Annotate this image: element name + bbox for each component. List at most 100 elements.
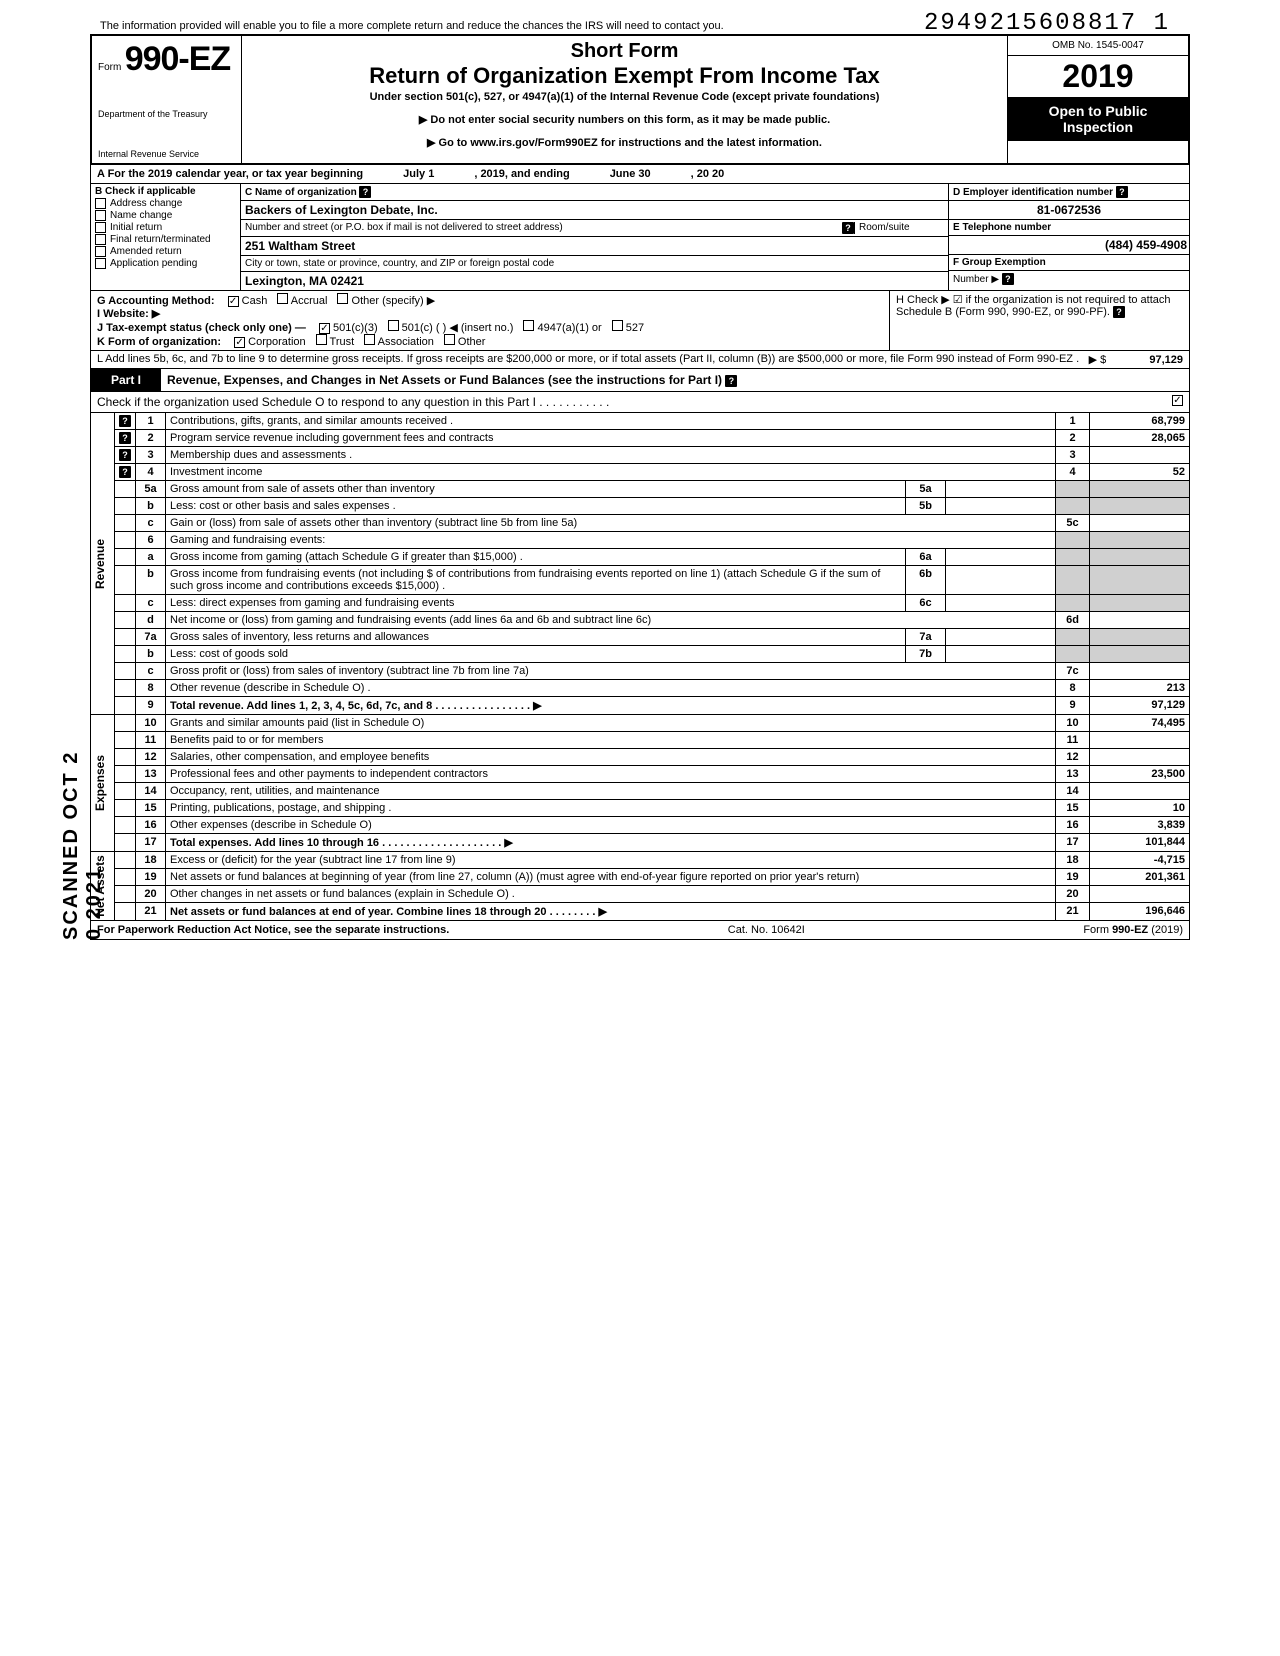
tax-year-begin: July 1 [403, 168, 434, 180]
line-a: A For the 2019 calendar year, or tax yea… [90, 165, 1190, 184]
line-k-label: K Form of organization: [97, 336, 221, 348]
line-d: dNet income or (loss) from gaming and fu… [91, 612, 1190, 629]
ein-value: 81-0672536 [949, 201, 1189, 220]
paperwork-notice: For Paperwork Reduction Act Notice, see … [97, 924, 449, 936]
part-1-tab: Part I [91, 369, 161, 391]
value-line-8: 213 [1090, 680, 1190, 697]
help-icon[interactable]: ? [359, 186, 371, 198]
line-15: 15Printing, publications, postage, and s… [91, 800, 1190, 817]
checkbox-final-return-terminated[interactable]: Final return/terminated [95, 234, 236, 245]
line-12: 12Salaries, other compensation, and empl… [91, 749, 1190, 766]
help-icon[interactable]: ? [119, 449, 131, 461]
schedule-o-checkbox[interactable]: ✓ [1172, 395, 1183, 406]
line-l-arrow: ▶ $ [1089, 354, 1107, 366]
help-icon[interactable]: ? [725, 375, 737, 387]
checkbox-amended-return[interactable]: Amended return [95, 246, 236, 257]
title-return: Return of Organization Exempt From Incom… [248, 63, 1001, 89]
section-def: D Employer identification number ? 81-06… [949, 184, 1189, 290]
line-2: ?2Program service revenue including gove… [91, 430, 1190, 447]
section-b-label: B Check if applicable [95, 186, 236, 197]
value-line-16: 3,839 [1090, 817, 1190, 834]
checkbox-initial-return[interactable]: Initial return [95, 222, 236, 233]
title-short-form: Short Form [248, 40, 1001, 63]
option-association[interactable]: Association [364, 336, 434, 348]
help-icon[interactable]: ? [1113, 306, 1125, 318]
line-a-text: A For the 2019 calendar year, or tax yea… [97, 168, 363, 180]
help-icon[interactable]: ? [119, 415, 131, 427]
value-line-2: 28,065 [1090, 430, 1190, 447]
line-20: 20Other changes in net assets or fund ba… [91, 886, 1190, 903]
line-14: 14Occupancy, rent, utilities, and mainte… [91, 783, 1190, 800]
line-8: 8Other revenue (describe in Schedule O) … [91, 680, 1190, 697]
option-trust[interactable]: Trust [316, 336, 355, 348]
option-4947-a-1-or[interactable]: 4947(a)(1) or [523, 322, 601, 334]
line-g: G Accounting Method: ✓ Cash Accrual Othe… [97, 293, 883, 307]
open-public-1: Open to Public [1012, 103, 1184, 119]
addr-label: Number and street (or P.O. box if mail i… [245, 222, 842, 234]
line-9: 9Total revenue. Add lines 1, 2, 3, 4, 5c… [91, 697, 1190, 715]
value-line-4: 52 [1090, 464, 1190, 481]
value-line-10: 74,495 [1090, 715, 1190, 732]
help-icon[interactable]: ? [1002, 273, 1014, 285]
line-a-mid: , 2019, and ending [474, 168, 569, 180]
line-l: L Add lines 5b, 6c, and 7b to line 9 to … [90, 351, 1190, 369]
open-public-badge: Open to Public Inspection [1008, 97, 1188, 141]
line-i: I Website: ▶ [97, 307, 883, 320]
part-1-table: Revenue?1Contributions, gifts, grants, a… [90, 413, 1190, 921]
option-527[interactable]: 527 [612, 322, 644, 334]
line-c: cLess: direct expenses from gaming and f… [91, 595, 1190, 612]
value-line-5c [1090, 515, 1190, 532]
goto-link: ▶ Go to www.irs.gov/Form990EZ for instru… [248, 136, 1001, 149]
phone-value: (484) 459-4908 [949, 236, 1189, 255]
org-name: Backers of Lexington Debate, Inc. [241, 201, 948, 220]
value-line-1: 68,799 [1090, 413, 1190, 430]
option-corporation[interactable]: ✓ Corporation [234, 336, 306, 348]
help-icon[interactable]: ? [1116, 186, 1128, 198]
help-icon[interactable]: ? [119, 466, 131, 478]
section-bcdef: B Check if applicable Address changeName… [90, 184, 1190, 291]
side-label-expenses: Expenses [93, 755, 107, 811]
line-10: Expenses10Grants and similar amounts pai… [91, 715, 1190, 732]
part-1-title: Revenue, Expenses, and Changes in Net As… [161, 369, 1189, 391]
line-7a: 7aGross sales of inventory, less returns… [91, 629, 1190, 646]
checkbox-name-change[interactable]: Name change [95, 210, 236, 221]
page-footer: For Paperwork Reduction Act Notice, see … [90, 921, 1190, 940]
group-exempt-number: Number ▶ [953, 274, 999, 285]
option-cash[interactable]: ✓ Cash [228, 295, 268, 307]
line-5a: 5aGross amount from sale of assets other… [91, 481, 1190, 498]
checkbox-address-change[interactable]: Address change [95, 198, 236, 209]
option-accrual[interactable]: Accrual [277, 295, 327, 307]
group-exempt-label: F Group Exemption [953, 257, 1046, 268]
line-h-text: H Check ▶ ☑ if the organization is not r… [896, 294, 1171, 318]
value-line-12 [1090, 749, 1190, 766]
line-1: Revenue?1Contributions, gifts, grants, a… [91, 413, 1190, 430]
phone-label: E Telephone number [953, 222, 1051, 233]
option-501-c-3-[interactable]: ✓ 501(c)(3) [319, 322, 378, 334]
line-3: ?3Membership dues and assessments .3 [91, 447, 1190, 464]
line-b: bLess: cost of goods sold7b [91, 646, 1190, 663]
line-17: 17Total expenses. Add lines 10 through 1… [91, 834, 1190, 852]
line-c: cGain or (loss) from sale of assets othe… [91, 515, 1190, 532]
line-4: ?4Investment income452 [91, 464, 1190, 481]
value-line-17: 101,844 [1090, 834, 1190, 852]
value-line-9: 97,129 [1090, 697, 1190, 715]
form-number: 990-EZ [125, 40, 231, 78]
city-label: City or town, state or province, country… [241, 256, 948, 272]
checkbox-application-pending[interactable]: Application pending [95, 258, 236, 269]
line-6: 6Gaming and fundraising events: [91, 532, 1190, 549]
ssn-warning: ▶ Do not enter social security numbers o… [248, 113, 1001, 126]
part-1-header: Part I Revenue, Expenses, and Changes in… [90, 369, 1190, 392]
open-public-2: Inspection [1012, 119, 1184, 135]
value-line-15: 10 [1090, 800, 1190, 817]
option-501-c-insert-no-[interactable]: 501(c) ( ) ◀ (insert no.) [388, 322, 514, 334]
help-icon[interactable]: ? [842, 222, 854, 234]
help-icon[interactable]: ? [119, 432, 131, 444]
option-other[interactable]: Other [444, 336, 486, 348]
tax-year-end: June 30 [610, 168, 651, 180]
line-j: J Tax-exempt status (check only one) — ✓… [97, 320, 883, 334]
tax-year: 2019 [1008, 56, 1188, 97]
lines-g-to-k: G Accounting Method: ✓ Cash Accrual Othe… [90, 291, 1190, 351]
option-other-specify-[interactable]: Other (specify) ▶ [337, 295, 435, 307]
value-line-7c [1090, 663, 1190, 680]
gross-receipts: 97,129 [1149, 354, 1183, 366]
